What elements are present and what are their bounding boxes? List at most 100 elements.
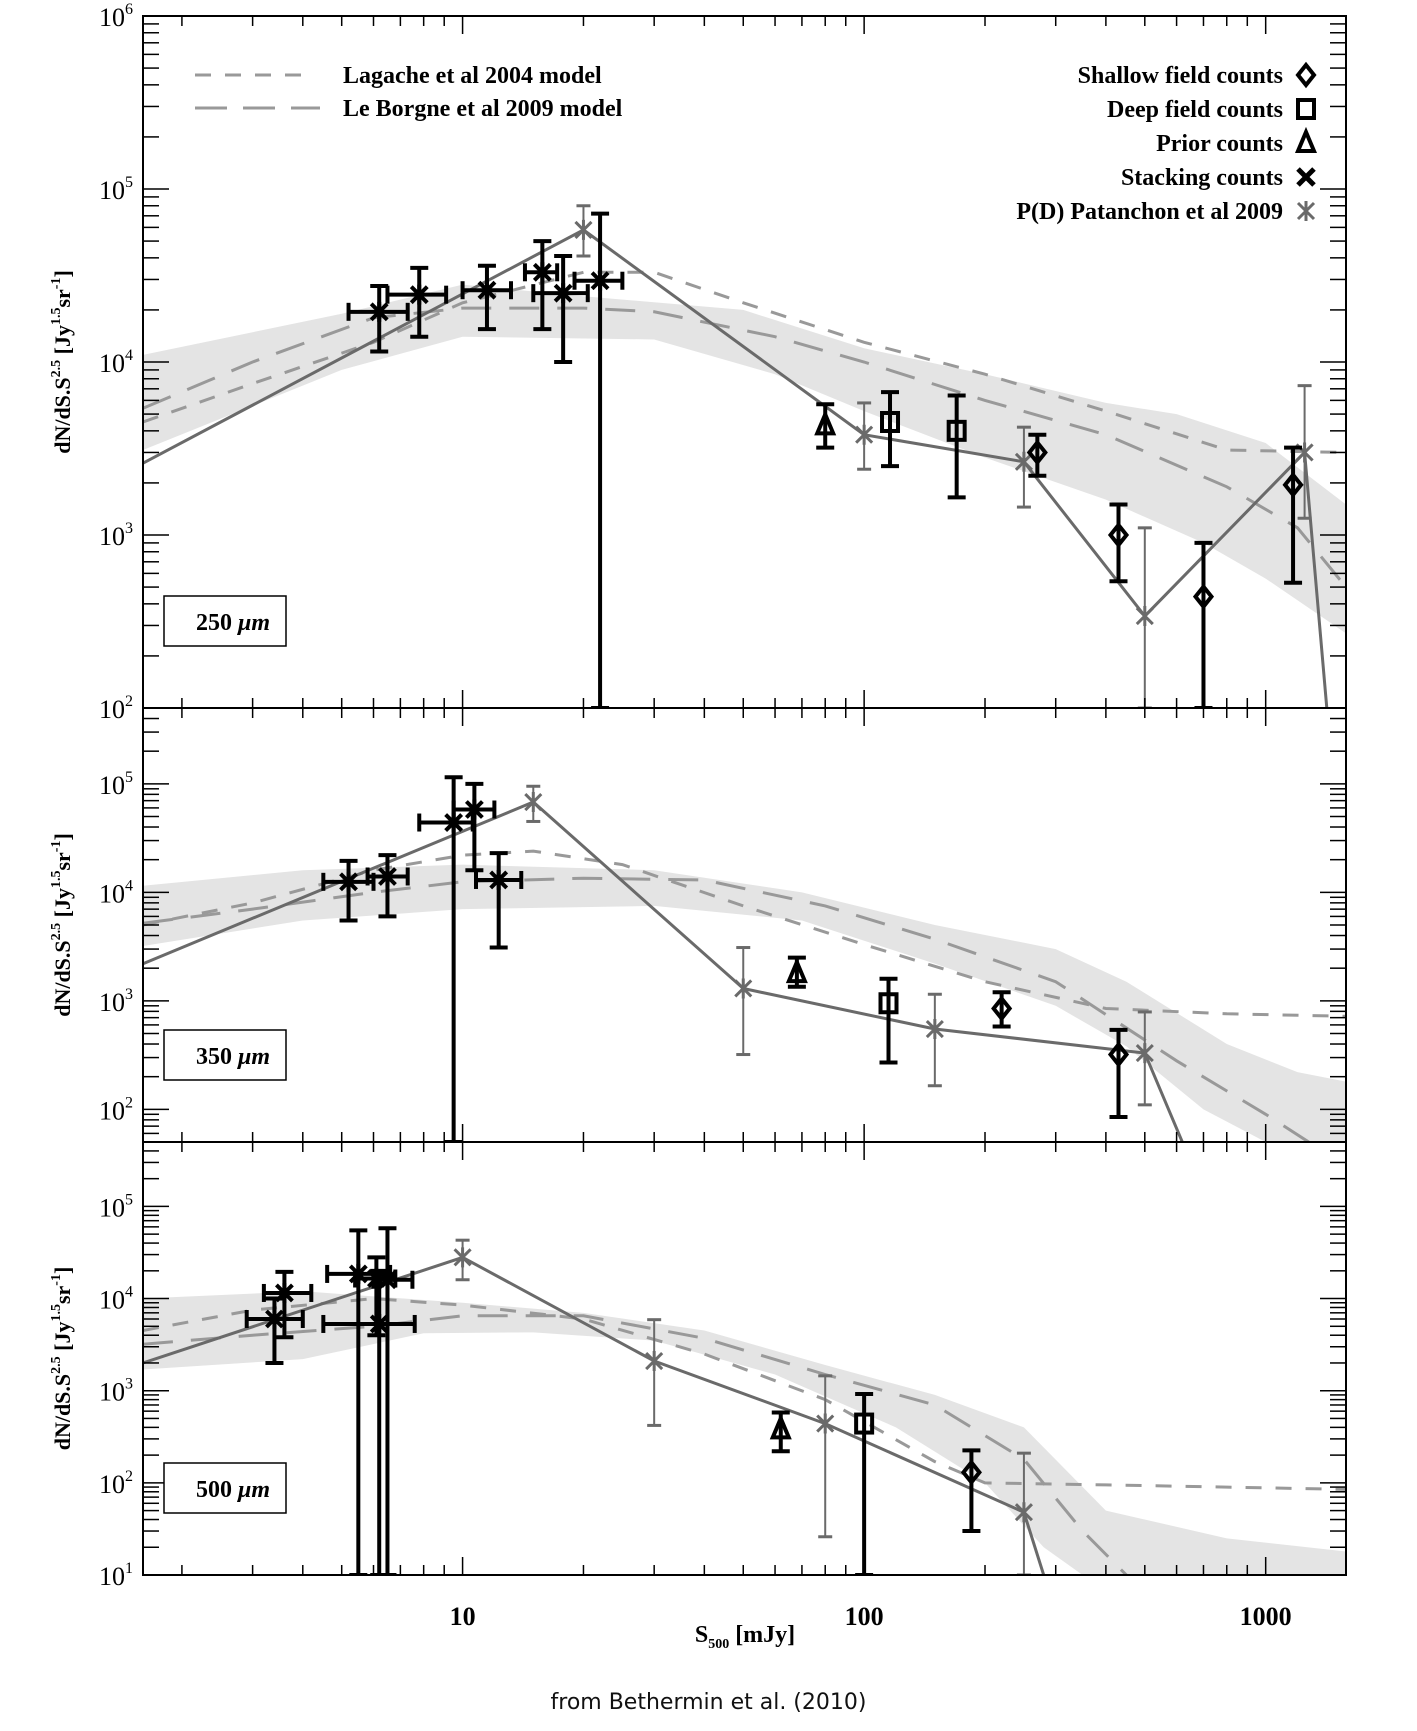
asterisk-marker (369, 1313, 389, 1334)
asterisk-marker (378, 1269, 397, 1290)
triangle-marker (785, 956, 808, 984)
panel-250um: 102 103 104 105 106 dN/dS.S2.5 [Jy1.5sr-1] 250… (49, 1, 1347, 724)
panel-350um: 102 103 104 105 dN/dS.S2.5 [Jy1.5sr-1] 350 μm (49, 707, 1347, 1143)
stacking-point (531, 253, 590, 364)
shallow-point (1192, 540, 1215, 708)
stacking-point (321, 858, 376, 923)
square-marker (946, 419, 967, 442)
deep-point (946, 393, 967, 500)
stacking-point (385, 265, 449, 339)
y-tick-label: 103 (99, 1376, 133, 1407)
model-uncertainty-band (143, 864, 1346, 1142)
prior-point (785, 955, 808, 989)
plot-area (143, 204, 1346, 708)
stacking-point (244, 1296, 305, 1365)
asterisk-marker (734, 978, 753, 999)
pd-point (1014, 1451, 1033, 1575)
legend-label: Shallow field counts (1078, 63, 1283, 89)
leborgne-2009-model-line (143, 1314, 1128, 1575)
asterisk-marker (1014, 451, 1033, 472)
asterisk-marker (453, 1247, 472, 1268)
y-tick-label: 103 (99, 986, 133, 1017)
pd-point (645, 1318, 664, 1427)
square-marker (854, 1412, 875, 1435)
asterisk-marker (1296, 201, 1316, 221)
square-marker (878, 992, 899, 1015)
stacking-point (474, 851, 524, 950)
pd-point (925, 992, 944, 1088)
y-tick-label: 103 (99, 520, 133, 551)
shallow-point (1107, 1027, 1130, 1119)
legend-label: Stacking counts (1121, 165, 1283, 191)
asterisk-marker (369, 301, 389, 322)
leborgne-2009-model-line (143, 876, 1312, 1142)
lagache-2004-model-line (143, 270, 1346, 454)
asterisk-marker (553, 283, 573, 304)
band-label-box (163, 595, 287, 647)
stacking-point (522, 239, 560, 332)
asterisk-marker (409, 284, 429, 305)
band-label: 350 μm (196, 1044, 270, 1070)
asterisk-marker (275, 1282, 294, 1303)
legend-label: Deep field counts (1107, 97, 1283, 123)
y-axis-label: dN/dS.S2.5 [Jy1.5sr-1] (49, 1267, 75, 1451)
triangle-marker (769, 1413, 792, 1440)
band-label: 500 μm (196, 1477, 270, 1503)
diamond-marker (1282, 471, 1304, 499)
diamond-marker (960, 1459, 982, 1486)
y-tick-label: 101 (99, 1560, 133, 1591)
asterisk-marker (265, 1309, 284, 1329)
deep-point (878, 976, 899, 1065)
pd-point (855, 401, 874, 471)
x-marker (1296, 167, 1316, 187)
asterisk-marker (489, 869, 509, 890)
pd-point (574, 204, 593, 258)
stacking-point (572, 211, 625, 708)
model-uncertainty-band (143, 1291, 1346, 1575)
y-tick-label: 104 (99, 1284, 133, 1315)
square-marker (880, 410, 901, 433)
stacking-point (346, 283, 410, 354)
asterisk-marker (816, 1413, 835, 1434)
asterisk-marker (590, 270, 610, 291)
stacking-point (460, 263, 513, 332)
y-tick-label: 102 (99, 1094, 133, 1125)
y-tick-label: 105 (99, 174, 133, 205)
stacking-point (365, 853, 410, 919)
legend-label: P(D) Patanchon et al 2009 (1016, 199, 1283, 225)
legend-label: Prior counts (1156, 131, 1283, 157)
stacking-point (325, 1228, 393, 1575)
diamond-marker (1107, 521, 1130, 549)
asterisk-marker (574, 219, 593, 240)
pd-connecting-line (143, 1255, 1046, 1575)
shallow-point (960, 1448, 982, 1534)
asterisk-marker (855, 424, 874, 445)
asterisk-marker (532, 262, 552, 283)
y-tick-label: 104 (99, 877, 133, 908)
deep-point (880, 390, 901, 469)
y-tick-label: 105 (99, 769, 133, 800)
x-axis: 10 100 1000 (450, 1602, 1292, 1631)
y-tick-label: 102 (99, 693, 133, 724)
y-tick-label: 104 (99, 347, 133, 378)
pd-point (1014, 425, 1033, 509)
pd-point (1135, 526, 1154, 708)
pd-connecting-line (143, 800, 1184, 1142)
square-marker (1296, 98, 1316, 120)
lagache-2004-model-line (143, 1297, 1346, 1491)
shallow-point (1282, 445, 1304, 585)
asterisk-marker (1014, 1502, 1033, 1523)
triangle-marker (814, 409, 837, 436)
triangle-marker (1294, 126, 1318, 153)
shallow-point (991, 990, 1013, 1029)
panel-frame (142, 1141, 1347, 1576)
legend-label: Lagache et al 2004 model (343, 63, 602, 89)
x-tick-label: 100 (845, 1602, 884, 1631)
y-tick-label: 106 (99, 1, 133, 32)
figure-caption: from Bethermin et al. (2010) (550, 1690, 867, 1715)
panel-500um: 101 102 103 104 105 dN/dS.S2.5 [Jy1.5sr-1] 500… (49, 1141, 1347, 1591)
asterisk-marker (645, 1351, 664, 1372)
band-label-box (163, 1462, 287, 1514)
pd-point (1135, 1010, 1154, 1107)
